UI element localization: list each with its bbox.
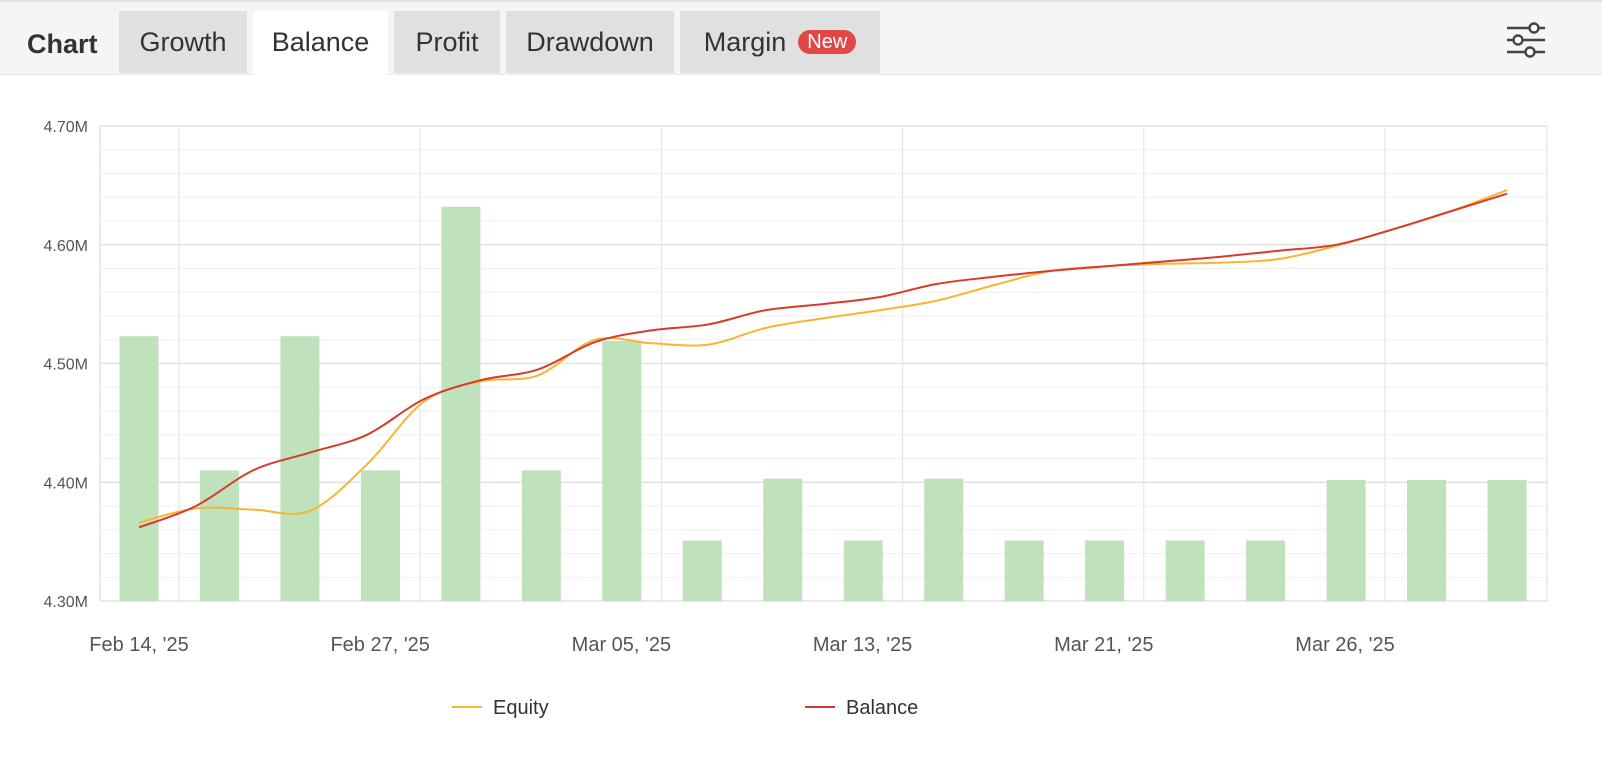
x-tick-label: Mar 05, '25 bbox=[572, 634, 671, 656]
volume-bar bbox=[1004, 540, 1044, 601]
volume-bar bbox=[602, 340, 642, 601]
sliders-icon bbox=[1507, 22, 1545, 58]
x-tick-label: Feb 27, '25 bbox=[330, 634, 429, 656]
volume-bar bbox=[1487, 479, 1527, 601]
volume-bar bbox=[521, 470, 561, 601]
volume-bar bbox=[843, 540, 883, 601]
equity-line bbox=[138, 189, 1508, 524]
volume-bar bbox=[763, 478, 803, 601]
x-tick-label: Feb 14, '25 bbox=[89, 634, 188, 656]
tab-growth[interactable]: Growth bbox=[119, 11, 247, 73]
volume-bar bbox=[1407, 479, 1447, 601]
chart-section-title: Chart bbox=[27, 29, 98, 59]
volume-bar bbox=[280, 336, 320, 601]
tab-balance[interactable]: Balance bbox=[253, 11, 388, 75]
tab-balance-label: Balance bbox=[271, 27, 370, 57]
chart-settings-button[interactable] bbox=[1506, 20, 1546, 60]
tab-drawdown[interactable]: Drawdown bbox=[506, 11, 674, 73]
legend-equity-label: Equity bbox=[493, 697, 549, 719]
top-border bbox=[0, 0, 1602, 2]
volume-bar bbox=[1165, 540, 1205, 601]
y-tick-label: 4.70M bbox=[44, 119, 88, 136]
volume-bar bbox=[119, 336, 159, 601]
volume-bars bbox=[119, 206, 1527, 601]
y-tick-label: 4.30M bbox=[44, 594, 88, 611]
tab-drawdown-label: Drawdown bbox=[526, 27, 654, 57]
y-tick-label: 4.60M bbox=[44, 238, 88, 255]
volume-bar bbox=[199, 470, 239, 601]
volume-bar bbox=[682, 540, 722, 601]
volume-bar bbox=[1085, 540, 1125, 601]
y-tick-label: 4.40M bbox=[44, 475, 88, 492]
volume-bar bbox=[924, 478, 964, 601]
tab-growth-label: Growth bbox=[139, 27, 227, 57]
tab-margin[interactable]: Margin New bbox=[680, 11, 880, 73]
series-lines bbox=[138, 189, 1508, 529]
x-tick-label: Mar 21, '25 bbox=[1054, 634, 1153, 656]
chart-grid bbox=[99, 125, 1548, 602]
tab-margin-label: Margin bbox=[703, 27, 787, 57]
legend-balance-label: Balance bbox=[846, 697, 918, 719]
x-tick-label: Mar 13, '25 bbox=[813, 634, 912, 656]
volume-bar bbox=[441, 206, 481, 601]
chart-legend: Equity Balance bbox=[452, 697, 918, 719]
y-tick-label: 4.50M bbox=[44, 357, 88, 374]
balance-line bbox=[138, 192, 1508, 529]
volume-bar bbox=[1326, 479, 1366, 601]
tab-profit-label: Profit bbox=[415, 27, 479, 57]
chart-tab-bar: Chart Growth Balance Profit Drawdown Mar… bbox=[0, 2, 1602, 75]
new-badge: New bbox=[798, 29, 857, 54]
volume-bar bbox=[360, 470, 400, 601]
x-axis: Feb 14, '25 Feb 27, '25 Mar 05, '25 Mar 13,… bbox=[89, 634, 1394, 656]
volume-bar bbox=[1246, 540, 1286, 601]
tab-profit[interactable]: Profit bbox=[394, 11, 500, 73]
x-tick-label: Mar 26, '25 bbox=[1295, 634, 1394, 656]
y-axis: 4.30M 4.40M 4.50M 4.60M 4.70M bbox=[44, 119, 88, 611]
